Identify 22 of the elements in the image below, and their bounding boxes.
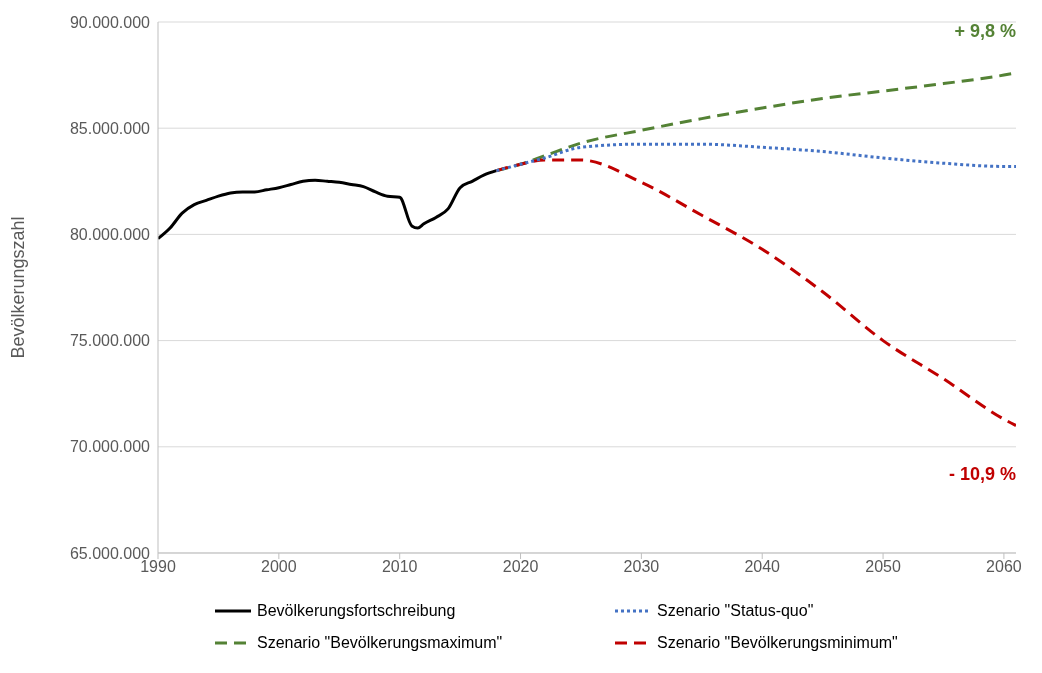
x-tick-label: 1990 bbox=[140, 558, 176, 576]
y-tick-label: 90.000.000 bbox=[69, 13, 151, 31]
x-tick-label: 2000 bbox=[261, 558, 297, 576]
y-axis-title: Bevölkerungszahl bbox=[8, 216, 29, 359]
legend-label: Szenario "Bevölkerungsmaximum" bbox=[257, 634, 503, 652]
x-tick-label: 2060 bbox=[986, 558, 1022, 576]
annotation: + 9,8 % bbox=[954, 20, 1016, 41]
line-series bbox=[158, 169, 498, 241]
legend-label: Szenario "Bevölkerungsminimum" bbox=[657, 634, 898, 652]
x-tick-label: 2050 bbox=[865, 558, 901, 576]
annotation: - 10,9 % bbox=[948, 464, 1016, 485]
y-tick-label: 80.000.000 bbox=[69, 226, 151, 244]
legend-label: Bevölkerungsfortschreibung bbox=[257, 602, 456, 620]
line-series bbox=[494, 142, 1016, 173]
legend-label: Szenario "Status-quo" bbox=[657, 602, 814, 620]
x-tick-label: 2020 bbox=[502, 558, 539, 576]
x-tick-label: 2010 bbox=[381, 558, 418, 576]
x-tick-label: 2030 bbox=[623, 558, 660, 576]
x-tick-label: 2040 bbox=[744, 558, 781, 576]
y-tick-label: 85.000.000 bbox=[69, 119, 151, 137]
y-tick-label: 75.000.000 bbox=[69, 332, 151, 350]
y-tick-label: 70.000.000 bbox=[69, 438, 151, 456]
